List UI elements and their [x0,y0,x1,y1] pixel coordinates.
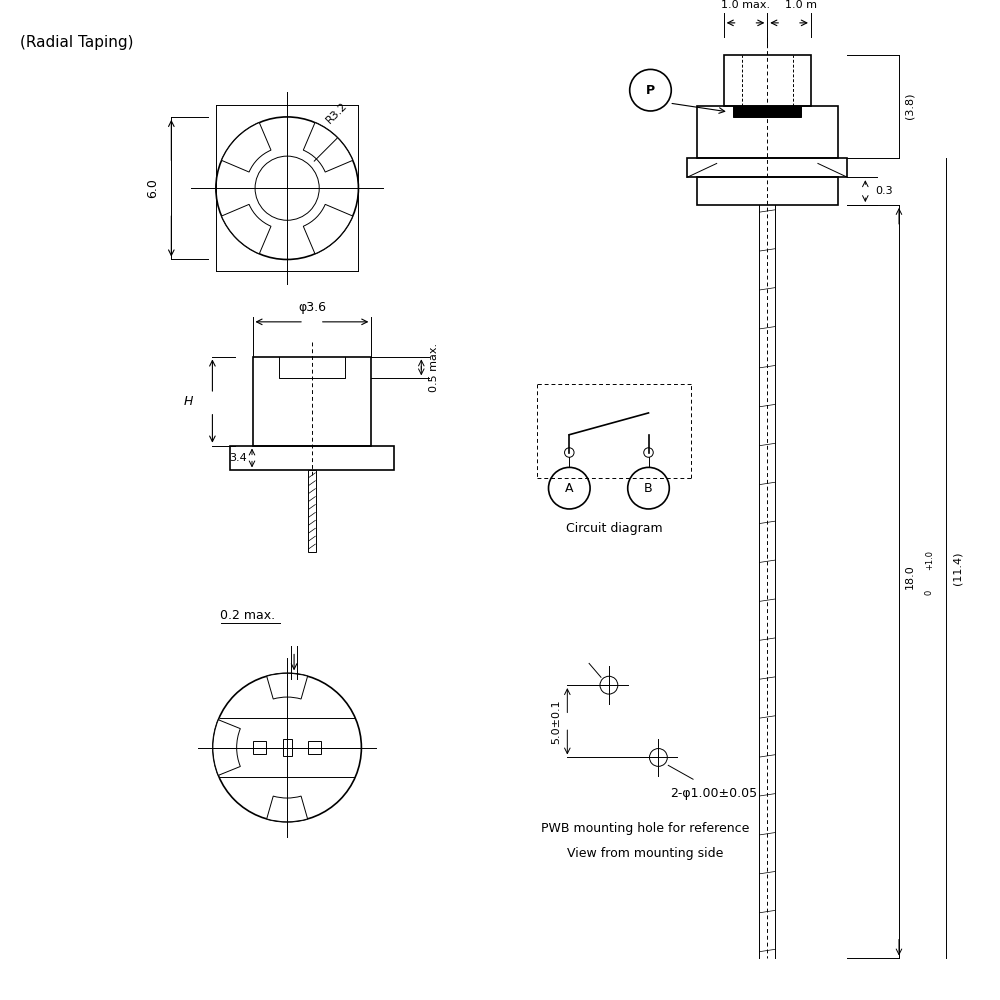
Text: P: P [646,84,655,97]
Text: (3.8): (3.8) [905,93,915,119]
Text: 5.0±0.1: 5.0±0.1 [551,699,561,744]
Wedge shape [213,720,240,775]
Bar [697,177,838,205]
Text: 0: 0 [925,590,934,595]
Text: 0.3: 0.3 [875,186,893,196]
Wedge shape [303,123,353,172]
Text: A: A [565,482,574,495]
Text: (11.4): (11.4) [952,551,962,585]
Text: 0.2 max.: 0.2 max. [220,609,275,622]
Wedge shape [267,796,308,822]
Text: B: B [644,482,653,495]
Text: 1.0 m: 1.0 m [785,0,817,10]
Text: Circuit diagram: Circuit diagram [566,522,662,535]
Text: PWB mounting hole for reference: PWB mounting hole for reference [541,822,750,835]
Text: 2-φ1.00±0.05: 2-φ1.00±0.05 [670,787,757,800]
Text: H: H [183,395,193,408]
Wedge shape [222,123,271,172]
Bar [308,470,316,552]
Text: View from mounting side: View from mounting side [567,847,724,860]
Text: R3.2: R3.2 [324,100,349,125]
Bar [252,357,371,446]
Wedge shape [303,204,353,254]
Wedge shape [267,673,308,699]
Bar [283,739,292,756]
Bar [724,55,811,106]
Bar [733,106,801,117]
Wedge shape [222,204,271,254]
Text: (Radial Taping): (Radial Taping) [20,35,133,50]
Text: 3.4: 3.4 [229,453,247,463]
Bar [687,158,847,177]
Text: 6.0: 6.0 [146,178,159,198]
Text: +1.0: +1.0 [925,550,934,570]
Bar [308,741,321,754]
Bar [253,741,266,754]
Text: 1.0 max.: 1.0 max. [721,0,770,10]
Text: φ3.6: φ3.6 [298,301,326,314]
Bar [230,446,394,470]
Bar [697,106,838,158]
Text: 18.0: 18.0 [905,564,915,589]
Text: 0.5 max.: 0.5 max. [429,343,439,392]
